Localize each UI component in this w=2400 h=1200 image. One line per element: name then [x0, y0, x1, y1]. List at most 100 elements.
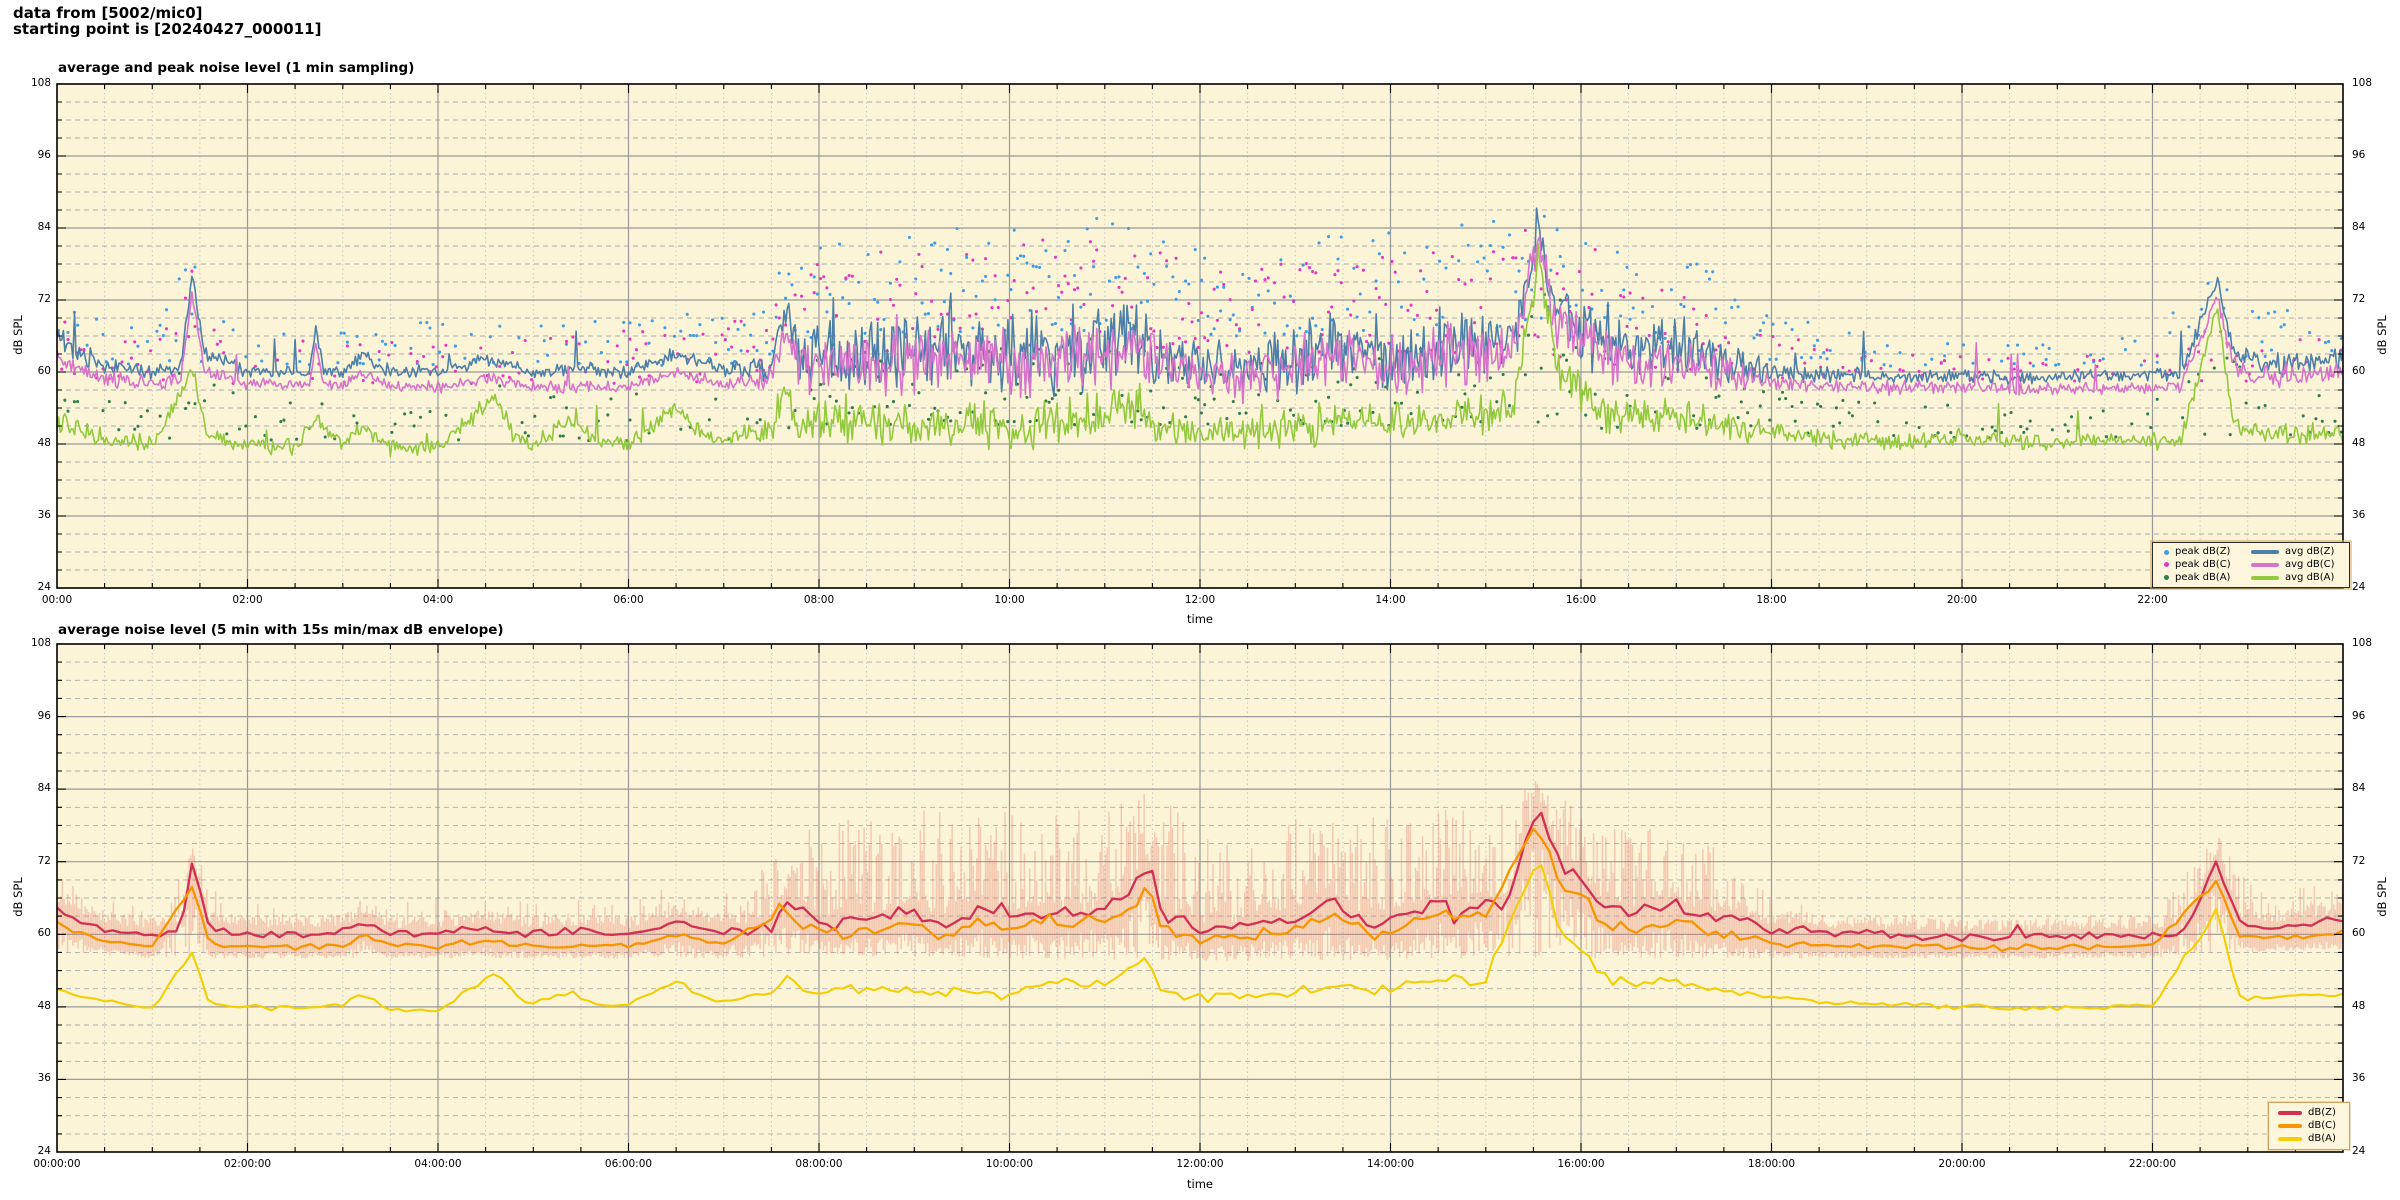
header-line-1: data from [5002/mic0]: [13, 4, 203, 22]
legend-label: peak dB(C): [2175, 558, 2231, 570]
chart1-legend: peak dB(Z) avg dB(Z) peak dB(C) avg dB(C…: [2152, 542, 2350, 588]
y-tick-label-right: 84: [2352, 782, 2366, 795]
line-avg-db-a-: [56, 242, 2344, 458]
dbz-swatch: [2278, 1110, 2302, 1115]
x-tick-label: 14:00: [1375, 594, 1406, 606]
x-tick-label: 22:00: [2137, 594, 2168, 606]
legend-row: peak dB(A) avg dB(A): [2160, 572, 2342, 584]
y-tick-label-left: 108: [30, 637, 51, 649]
dba-swatch: [2278, 1137, 2302, 1142]
x-tick-label: 20:00: [1946, 594, 1978, 606]
legend-row: dB(A): [2276, 1133, 2342, 1145]
line-avg-db-c-: [56, 236, 2344, 405]
legend-label: dB(C): [2308, 1119, 2336, 1131]
y-tick-label-left: 36: [37, 509, 51, 521]
x-tick-label: 14:00:00: [1366, 1158, 1415, 1170]
peak-dbc-marker: [2164, 562, 2169, 568]
dbc-swatch: [2278, 1123, 2302, 1128]
y-tick-label-left: 84: [37, 782, 51, 795]
avg-dbz-swatch: [2251, 550, 2279, 555]
peak-dbz-marker: [2164, 549, 2169, 555]
legend-label: dB(Z): [2308, 1106, 2336, 1118]
x-tick-label: 06:00:00: [604, 1158, 653, 1170]
legend-label: avg dB(A): [2285, 571, 2335, 583]
avg-dba-swatch: [2251, 575, 2279, 580]
legend-row: dB(Z): [2276, 1107, 2342, 1119]
y-tick-label-right: 36: [2352, 509, 2366, 521]
x-tick-label: 20:00:00: [1938, 1158, 1986, 1170]
chart1-title: average and peak noise level (1 min samp…: [58, 60, 415, 76]
line-avg-db-z-: [56, 207, 2344, 397]
plot-border: [56, 643, 2344, 1153]
y-tick-label-left: 96: [37, 149, 51, 161]
x-tick-label: 18:00:00: [1747, 1158, 1796, 1170]
legend-label: dB(A): [2308, 1133, 2336, 1145]
x-tick-label: 10:00:00: [985, 1158, 1034, 1170]
line-db-c-: [56, 827, 2344, 953]
axis-ticks: [57, 643, 2343, 1153]
y-tick-label-right: 108: [2352, 77, 2373, 89]
x-tick-label: 08:00:00: [795, 1158, 843, 1170]
y-tick-label-left: 60: [37, 365, 51, 377]
y-tick-label-right: 72: [2352, 854, 2366, 867]
y-tick-label-left: 60: [37, 927, 51, 940]
y-tick-label-left: 72: [37, 293, 51, 305]
chart2-title: average noise level (5 min with 15s min/…: [58, 622, 504, 638]
avg-dbc-swatch: [2251, 562, 2279, 567]
y-tick-label-right: 48: [2352, 437, 2366, 449]
header-line-2: starting point is [20240427_000011]: [13, 20, 322, 38]
y-tick-label-left: 24: [37, 581, 51, 593]
y-tick-label-right: 108: [2352, 637, 2373, 649]
legend-label: avg dB(C): [2285, 558, 2335, 570]
y-tick-label-right: 72: [2352, 293, 2366, 305]
chart2-xlabel: time: [1187, 1177, 1213, 1191]
major-grid: [57, 644, 2343, 1152]
x-tick-label: 02:00:00: [223, 1158, 272, 1170]
line-db-a-: [56, 864, 2344, 1013]
y-tick-label-right: 60: [2352, 927, 2366, 940]
legend-row: peak dB(Z) avg dB(Z): [2160, 546, 2342, 558]
y-tick-label-right: 96: [2352, 149, 2366, 161]
y-tick-label-left: 48: [37, 437, 51, 449]
x-tick-label: 08:00: [803, 594, 835, 606]
legend-label: avg dB(Z): [2285, 546, 2335, 558]
y-tick-label-left: 108: [30, 77, 51, 89]
x-tick-label: 16:00: [1565, 594, 1597, 606]
x-tick-label: 12:00: [1184, 594, 1216, 606]
y-tick-label-left: 72: [37, 854, 51, 867]
plot-border: [56, 83, 2344, 589]
chart2-legend: dB(Z) dB(C) dB(A): [2268, 1102, 2350, 1150]
y-tick-label-right: 24: [2352, 1145, 2366, 1157]
legend-row: peak dB(C) avg dB(C): [2160, 559, 2342, 571]
y-tick-label-left: 96: [37, 709, 51, 722]
x-tick-label: 22:00:00: [2128, 1158, 2177, 1170]
y-tick-label-left: 84: [37, 221, 51, 233]
legend-label: peak dB(Z): [2175, 546, 2231, 558]
y-tick-label-right: 48: [2352, 999, 2366, 1012]
x-tick-label: 02:00: [232, 594, 263, 606]
x-tick-label: 04:00: [422, 594, 454, 606]
y-tick-label-left: 36: [37, 1072, 51, 1085]
y-tick-label-left: 24: [37, 1145, 51, 1157]
x-tick-label: 10:00: [994, 594, 1025, 606]
y-tick-label-left: 48: [37, 999, 51, 1012]
y-tick-label-right: 96: [2352, 709, 2366, 722]
x-tick-label: 18:00: [1756, 594, 1787, 606]
axis-ticks: [57, 83, 2343, 589]
y-tick-label-right: 36: [2352, 1072, 2366, 1085]
chart1-xlabel: time: [1187, 612, 1213, 626]
x-tick-label: 12:00:00: [1176, 1158, 1224, 1170]
y-tick-label-right: 60: [2352, 365, 2366, 377]
x-tick-label: 04:00:00: [414, 1158, 462, 1170]
peak-dba-marker: [2164, 575, 2169, 581]
line-db-z-: [56, 811, 2344, 943]
x-tick-label: 00:00: [41, 594, 73, 606]
legend-label: peak dB(A): [2175, 571, 2231, 583]
legend-row: dB(C): [2276, 1120, 2342, 1132]
x-tick-label: 06:00: [613, 594, 644, 606]
x-tick-label: 16:00:00: [1557, 1158, 1605, 1170]
y-tick-label-right: 24: [2352, 581, 2366, 593]
y-tick-label-right: 84: [2352, 221, 2366, 233]
